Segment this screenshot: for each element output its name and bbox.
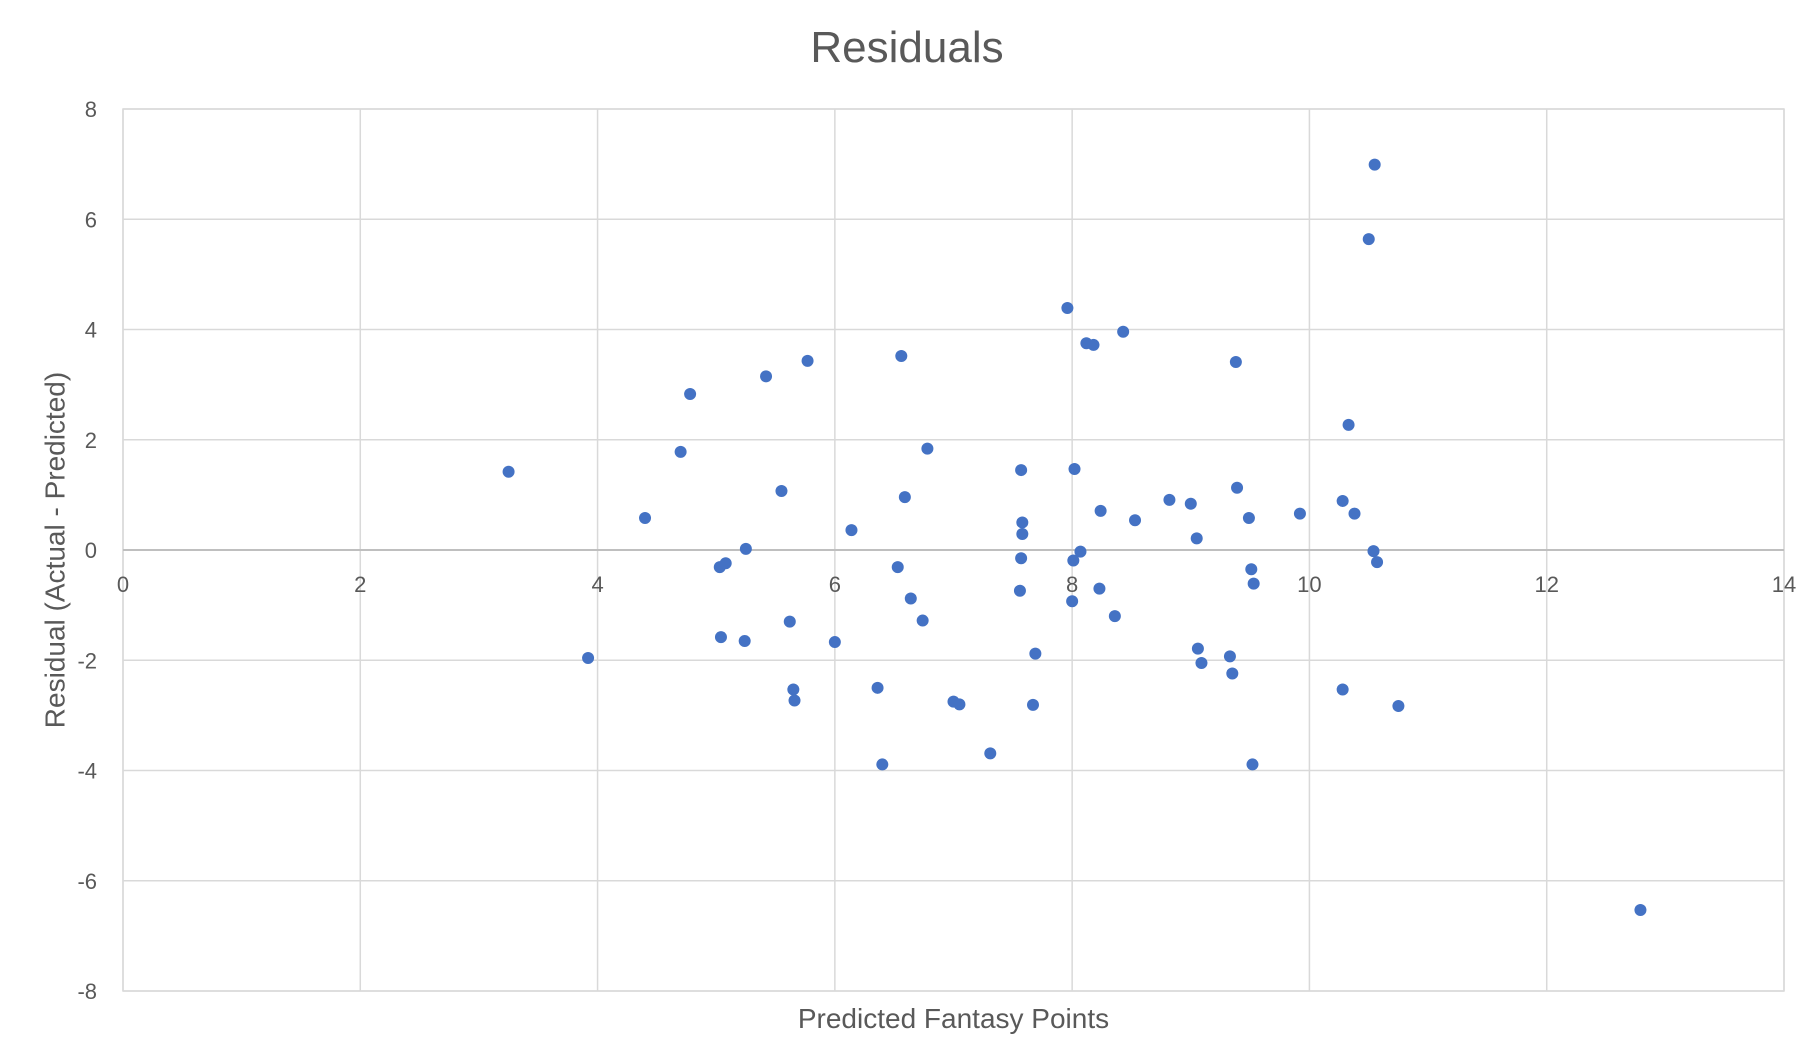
data-point <box>1015 552 1028 565</box>
data-point <box>1634 903 1647 916</box>
data-point <box>1013 584 1026 597</box>
data-point <box>1026 698 1039 711</box>
data-point <box>1015 464 1028 477</box>
data-point <box>1094 504 1107 517</box>
data-point <box>1245 563 1258 576</box>
data-point <box>1392 700 1405 713</box>
x-tick-labels: 0 2 4 6 8 10 12 14 <box>117 572 1796 597</box>
data-point <box>1223 650 1236 663</box>
y-tick-label: 8 <box>85 97 97 122</box>
data-point <box>916 614 929 627</box>
data-point <box>895 349 908 362</box>
data-point <box>1068 462 1081 475</box>
data-point <box>1067 554 1080 567</box>
data-point <box>739 542 752 555</box>
data-point <box>502 465 515 478</box>
data-point <box>891 561 904 574</box>
data-point <box>1367 545 1380 558</box>
x-tick-label: 14 <box>1772 572 1796 597</box>
data-point <box>639 512 652 525</box>
y-tick-label: -8 <box>77 979 97 1004</box>
x-tick-label: 4 <box>591 572 603 597</box>
data-point <box>871 681 884 694</box>
data-point <box>921 442 934 455</box>
data-point <box>775 485 788 498</box>
data-point <box>1371 556 1384 569</box>
x-axis-title: Predicted Fantasy Points <box>798 1003 1109 1034</box>
data-point <box>1117 325 1130 338</box>
data-point <box>1336 683 1349 696</box>
data-point <box>1016 528 1029 541</box>
data-point <box>1066 595 1079 608</box>
data-point <box>788 694 801 707</box>
data-point <box>760 370 773 383</box>
data-point <box>801 354 814 367</box>
data-point <box>1108 610 1121 623</box>
data-point <box>1336 494 1349 507</box>
y-tick-label: 6 <box>85 207 97 232</box>
x-tick-label: 12 <box>1534 572 1558 597</box>
data-point <box>1191 642 1204 655</box>
data-point <box>1246 758 1259 771</box>
data-point <box>1061 302 1074 315</box>
data-point <box>1093 582 1106 595</box>
data-point <box>1190 532 1203 545</box>
data-point <box>876 758 889 771</box>
data-point <box>984 747 997 760</box>
data-point <box>845 524 858 537</box>
data-point <box>674 445 687 458</box>
x-tick-label: 10 <box>1297 572 1321 597</box>
data-point <box>719 557 732 570</box>
y-tick-label: 0 <box>85 538 97 563</box>
data-point <box>582 652 595 665</box>
data-point <box>714 631 727 644</box>
y-tick-label: 4 <box>85 318 97 343</box>
data-point <box>787 683 800 696</box>
data-point <box>1342 418 1355 431</box>
data-point <box>953 698 966 711</box>
data-point <box>1348 507 1361 520</box>
x-tick-label: 0 <box>117 572 129 597</box>
data-point <box>1163 493 1176 506</box>
data-point <box>1074 545 1087 558</box>
data-point <box>1368 158 1381 171</box>
data-point <box>898 491 911 504</box>
y-tick-label: -4 <box>77 759 97 784</box>
data-point <box>1229 356 1242 369</box>
y-tick-labels: -8 -6 -4 -2 0 2 4 6 8 <box>77 97 97 1004</box>
chart-title: Residuals <box>810 23 1003 72</box>
data-point <box>783 615 796 628</box>
y-tick-label: 2 <box>85 428 97 453</box>
data-point <box>738 634 751 647</box>
data-point <box>1029 647 1042 660</box>
data-point <box>1087 338 1100 351</box>
x-tick-label: 8 <box>1066 572 1078 597</box>
data-point <box>684 387 697 400</box>
y-tick-label: -2 <box>77 648 97 673</box>
data-point <box>1016 516 1029 529</box>
data-point <box>1195 657 1208 670</box>
data-point <box>1293 507 1306 520</box>
data-point <box>904 592 917 605</box>
data-point <box>1247 577 1260 590</box>
x-tick-label: 2 <box>354 572 366 597</box>
data-point <box>1362 233 1375 246</box>
data-point <box>1231 481 1244 494</box>
y-tick-label: -6 <box>77 869 97 894</box>
x-tick-label: 6 <box>829 572 841 597</box>
y-axis-title: Residual (Actual - Predicted) <box>39 372 70 728</box>
data-point <box>1242 512 1255 525</box>
data-point <box>1226 667 1239 680</box>
data-point <box>1129 514 1142 527</box>
data-point <box>828 636 841 649</box>
data-points <box>502 158 1647 916</box>
data-point <box>1184 497 1197 510</box>
